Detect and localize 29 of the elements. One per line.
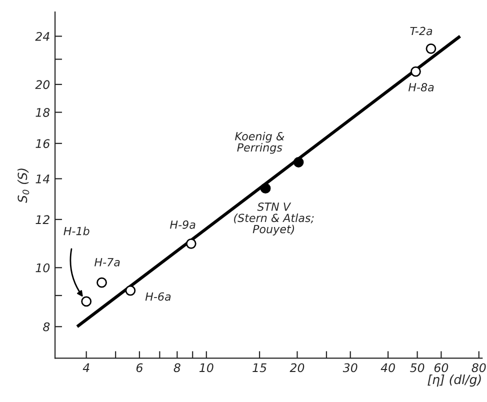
annotation: T-2a [410, 26, 432, 36]
annotation: H-8a [408, 83, 434, 92]
x-tick-label: 80 [472, 363, 486, 372]
annotation: H-9a [170, 220, 196, 229]
y-tick-label: 20 [35, 80, 50, 90]
x-tick-label: 30 [342, 363, 358, 372]
y-tick-label: 24 [35, 32, 50, 41]
annotation: H-6a [145, 292, 171, 301]
y-tick-label: 8 [43, 322, 50, 332]
x-tick-label: 8 [174, 363, 180, 372]
x-tick-label: 10 [199, 363, 214, 372]
x-tick-label: 6 [136, 363, 143, 372]
y-axis-title: S$_{0}$ (S) [17, 168, 30, 203]
y-tick-label: 18 [36, 108, 50, 117]
x-tick-label: 50 [410, 363, 424, 372]
annotation: H-7a [94, 258, 120, 266]
y-tick-label: 14 [36, 174, 50, 184]
x-tick-label: 40 [380, 363, 395, 372]
annotation: Koenig & Perrings [235, 132, 284, 154]
annotation: STN V (Stern & Atlas; Pouyet) [234, 202, 314, 236]
annotation: H-1b [64, 226, 90, 236]
x-axis-title: [η] (dl/g) [428, 374, 481, 387]
y-tick-label: 12 [36, 215, 50, 224]
y-tick-label: 10 [36, 263, 50, 272]
x-tick-label: 60 [434, 363, 448, 372]
x-tick-label: 15 [252, 363, 266, 372]
x-tick-label: 20 [290, 363, 304, 372]
x-tick-label: 4 [82, 363, 90, 372]
y-tick-label: 16 [36, 139, 50, 148]
